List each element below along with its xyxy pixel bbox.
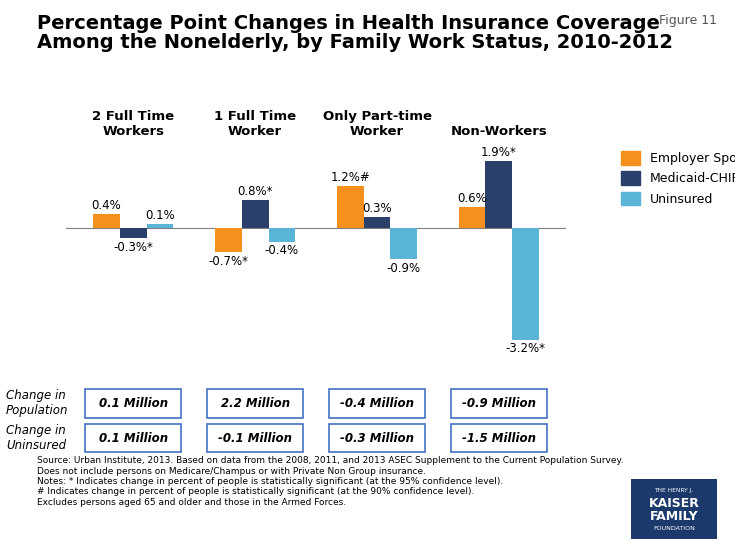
Text: -0.1 Million: -0.1 Million [218, 431, 292, 445]
Text: KAISER: KAISER [648, 496, 700, 510]
Text: 1 Full Time
Worker: 1 Full Time Worker [214, 110, 296, 138]
Text: Only Part-time
Worker: Only Part-time Worker [323, 110, 431, 138]
Text: Source: Urban Institute, 2013. Based on data from the 2008, 2011, and 2013 ASEC : Source: Urban Institute, 2013. Based on … [37, 456, 623, 507]
Text: 2 Full Time
Workers: 2 Full Time Workers [92, 110, 174, 138]
Text: -0.4%: -0.4% [265, 245, 299, 257]
Text: -0.3%*: -0.3%* [113, 241, 153, 254]
Text: 0.4%: 0.4% [91, 198, 121, 212]
Text: Change in
Uninsured: Change in Uninsured [6, 424, 66, 452]
Text: 0.1 Million: 0.1 Million [98, 397, 168, 410]
Bar [486, 161, 512, 228]
Text: 0.1 Million: 0.1 Million [98, 431, 168, 445]
Text: 1.2%#: 1.2%# [330, 171, 370, 183]
Bar [93, 214, 120, 228]
Bar [242, 200, 268, 228]
Text: -3.2%*: -3.2%* [506, 342, 545, 355]
Bar [120, 228, 146, 239]
Bar [337, 186, 364, 228]
Text: FAMILY: FAMILY [650, 510, 698, 523]
Text: Figure 11: Figure 11 [659, 14, 717, 27]
Bar [215, 228, 242, 252]
Text: 0.1%: 0.1% [145, 209, 175, 222]
Text: -0.9 Million: -0.9 Million [462, 397, 536, 410]
Text: 1.9%*: 1.9%* [481, 146, 517, 159]
Text: 0.8%*: 0.8%* [237, 185, 273, 197]
Text: Change in
Population: Change in Population [6, 390, 68, 417]
Bar [390, 228, 417, 260]
Bar [459, 207, 486, 228]
Text: Non-Workers: Non-Workers [451, 125, 548, 138]
Text: 0.3%: 0.3% [362, 202, 392, 215]
Bar [364, 218, 390, 228]
Text: THE HENRY J.: THE HENRY J. [654, 488, 694, 493]
Text: -0.3 Million: -0.3 Million [340, 431, 414, 445]
Bar [146, 224, 173, 228]
Text: 0.6%: 0.6% [457, 192, 487, 204]
Bar [512, 228, 539, 340]
Bar [268, 228, 295, 242]
Text: -0.9%: -0.9% [387, 262, 421, 275]
Legend: Employer Sponsored, Medicaid-CHIP, Uninsured: Employer Sponsored, Medicaid-CHIP, Unins… [622, 151, 735, 206]
Text: -0.4 Million: -0.4 Million [340, 397, 414, 410]
Text: Among the Nonelderly, by Family Work Status, 2010-2012: Among the Nonelderly, by Family Work Sta… [37, 33, 673, 52]
Text: -0.7%*: -0.7%* [208, 255, 248, 268]
Text: Percentage Point Changes in Health Insurance Coverage: Percentage Point Changes in Health Insur… [37, 14, 659, 33]
Text: 2.2 Million: 2.2 Million [220, 397, 290, 410]
Text: -1.5 Million: -1.5 Million [462, 431, 536, 445]
Text: FOUNDATION: FOUNDATION [653, 526, 695, 531]
